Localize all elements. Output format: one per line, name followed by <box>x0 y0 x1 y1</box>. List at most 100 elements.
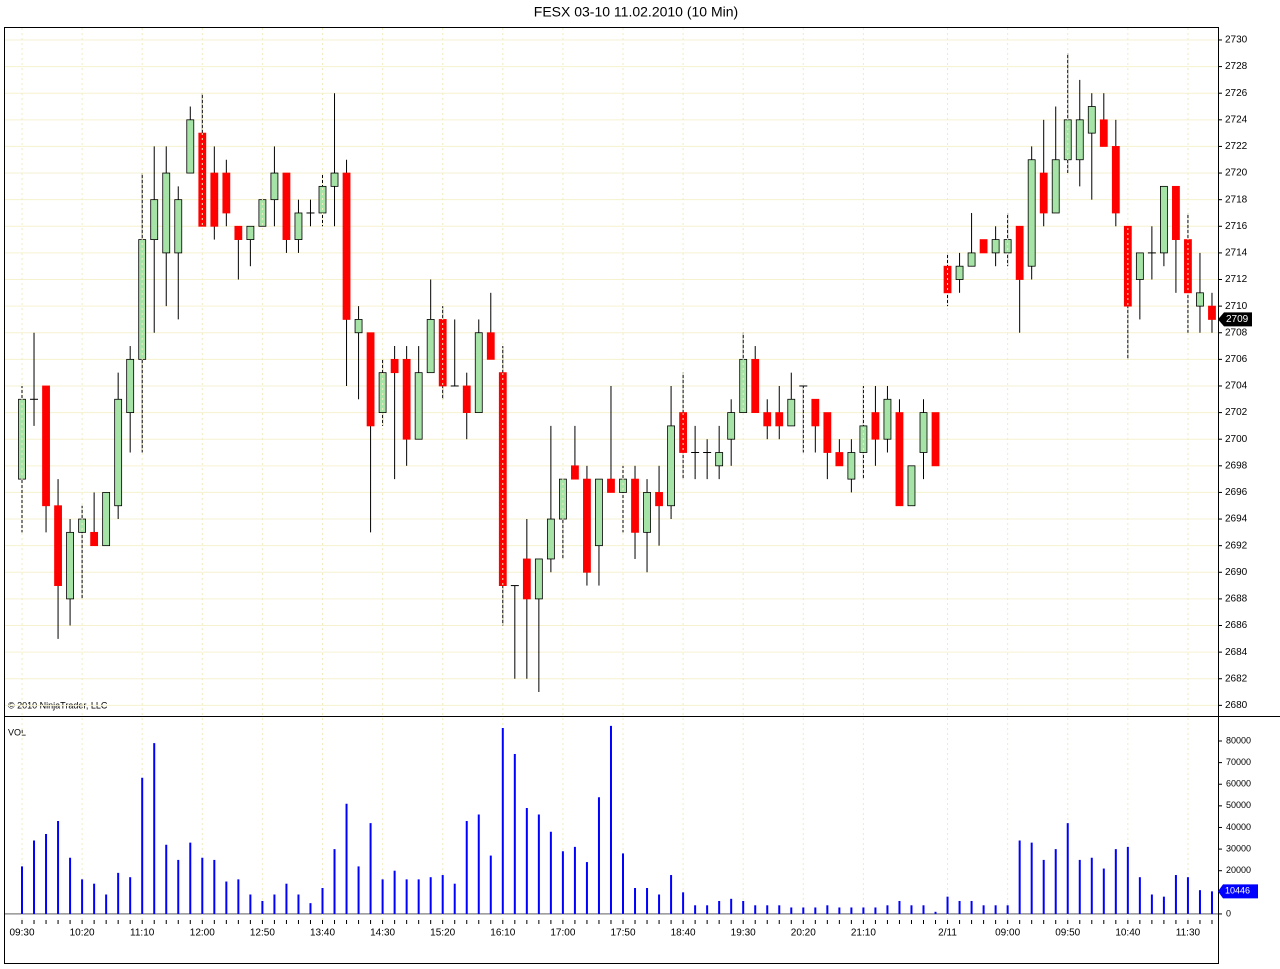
candle-body <box>907 465 916 507</box>
x-tick-label: 2/11 <box>938 928 957 939</box>
candle-body <box>847 452 856 480</box>
x-tick-label: 13:40 <box>310 928 335 939</box>
y-tick-label: 2700 <box>1225 434 1248 445</box>
candle-body <box>1123 225 1132 307</box>
y-tick-label: 70000 <box>1226 757 1251 767</box>
candle-body <box>102 492 111 547</box>
x-tick-label: 14:30 <box>370 928 395 939</box>
last-price-label: 2709 <box>1226 314 1249 325</box>
y-tick-label: 60000 <box>1226 779 1251 789</box>
y-tick-label: 2680 <box>1225 700 1248 711</box>
candle-body <box>1160 185 1168 254</box>
candle-body <box>1075 119 1084 161</box>
x-tick-label: 10:20 <box>70 928 95 939</box>
y-tick-label: 2698 <box>1225 460 1248 471</box>
candle-body <box>534 558 543 600</box>
candle-body <box>150 199 159 240</box>
x-tick-label: 09:50 <box>1055 928 1080 939</box>
volume-title: VOL <box>8 727 26 737</box>
candle-body <box>835 452 844 467</box>
y-tick-label: 0 <box>1226 908 1231 918</box>
candle-body <box>883 398 892 440</box>
candle-body <box>378 372 387 413</box>
candle-body <box>679 412 687 453</box>
candle-body <box>1196 292 1204 307</box>
candle-body <box>222 172 231 214</box>
candle-body <box>474 332 483 413</box>
candle-body <box>979 239 988 254</box>
x-tick-label: 15:20 <box>430 928 455 939</box>
x-tick-label: 11:30 <box>1176 928 1201 939</box>
candle-body <box>619 478 627 493</box>
y-tick-label: 2730 <box>1225 35 1248 46</box>
candle-body <box>1208 305 1216 320</box>
candle-body <box>486 332 495 360</box>
candle-body <box>1039 172 1048 214</box>
candle-body <box>727 412 736 440</box>
y-tick-label: 2712 <box>1225 274 1248 285</box>
candle-body <box>823 412 832 453</box>
candle-body <box>162 172 171 254</box>
y-tick-label: 2704 <box>1225 381 1248 392</box>
x-tick-label: 10:40 <box>1115 928 1140 939</box>
candle-body <box>1135 252 1144 280</box>
x-tick-label: 12:00 <box>190 928 215 939</box>
candle-body <box>414 372 423 440</box>
candle-body <box>246 225 255 240</box>
candle-body <box>282 172 291 240</box>
candle-body <box>1015 225 1024 280</box>
x-tick-label: 18:40 <box>671 928 696 939</box>
candle-body <box>270 172 279 201</box>
x-tick-label: 09:30 <box>9 928 34 939</box>
candle-body <box>895 412 904 507</box>
y-tick-label: 2722 <box>1225 141 1248 152</box>
candle-body <box>1172 185 1180 240</box>
y-tick-label: 2692 <box>1225 540 1248 551</box>
candle-body <box>787 398 796 427</box>
candle-body <box>1051 159 1060 214</box>
candle-body <box>402 358 411 440</box>
candle-body <box>114 398 123 507</box>
candle-body <box>366 332 375 427</box>
candle-body <box>607 478 615 493</box>
candle-body <box>426 319 435 374</box>
candle-body <box>931 412 940 467</box>
y-tick-label: 2684 <box>1225 647 1248 658</box>
candle-body <box>342 172 351 320</box>
candle-body <box>354 319 363 334</box>
candle-body <box>763 412 772 427</box>
x-tick-label: 21:10 <box>851 928 876 939</box>
y-tick-label: 2686 <box>1225 620 1248 631</box>
candle-body <box>78 518 86 533</box>
x-tick-label: 19:30 <box>731 928 756 939</box>
x-tick-label: 20:20 <box>791 928 816 939</box>
y-tick-label: 2694 <box>1225 514 1248 525</box>
y-tick-label: 40000 <box>1226 822 1251 832</box>
y-tick-label: 2714 <box>1225 248 1248 259</box>
y-tick-label: 2688 <box>1225 594 1248 605</box>
candle-body <box>522 558 531 600</box>
candle-body <box>655 492 663 507</box>
candle-body <box>54 505 62 586</box>
x-tick-label: 17:00 <box>550 928 575 939</box>
y-tick-label: 2716 <box>1225 221 1248 232</box>
last-volume-label: 10446 <box>1225 886 1250 896</box>
chart-title: FESX 03-10 11.02.2010 (10 Min) <box>534 4 738 20</box>
candle-body <box>1111 146 1120 214</box>
y-tick-label: 2682 <box>1225 673 1248 684</box>
candle-body <box>967 252 976 267</box>
x-tick-label: 12:50 <box>250 928 275 939</box>
y-tick-label: 50000 <box>1226 800 1251 810</box>
y-tick-label: 2718 <box>1225 194 1248 205</box>
candle-body <box>1087 106 1096 134</box>
candle-body <box>775 412 784 427</box>
candle-body <box>390 358 399 374</box>
y-tick-label: 2706 <box>1225 354 1248 365</box>
y-tick-label: 2696 <box>1225 487 1248 498</box>
candle-body <box>126 358 135 413</box>
x-tick-label: 16:10 <box>490 928 515 939</box>
y-tick-label: 2708 <box>1225 327 1248 338</box>
y-tick-label: 80000 <box>1226 735 1251 745</box>
